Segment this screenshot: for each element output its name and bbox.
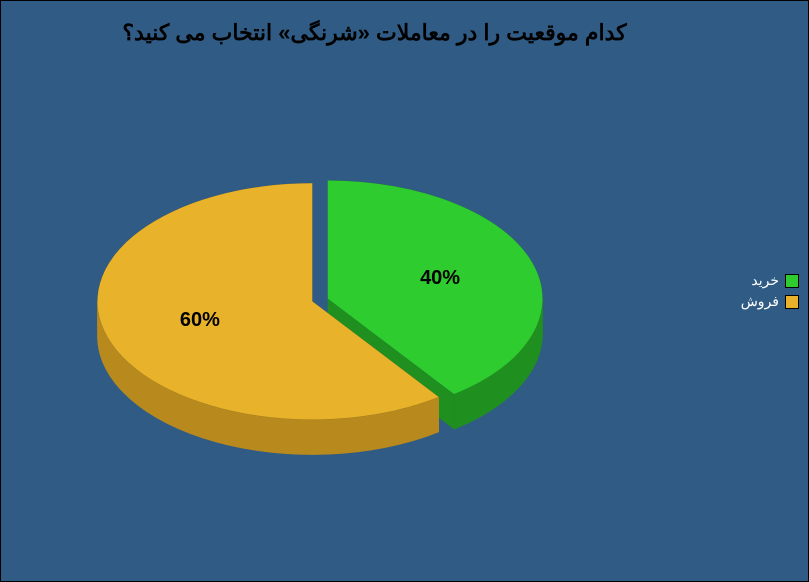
legend-item-sell: فروش [741, 293, 799, 310]
chart-title: کدام موقعیت را در معاملات «شرنگی» انتخاب… [0, 20, 749, 46]
legend-item-buy: خرید [741, 272, 799, 289]
legend-swatch-buy [785, 274, 799, 288]
slice-label-buy: 40% [420, 267, 460, 290]
legend-label-sell: فروش [741, 293, 779, 310]
legend: خرید فروش [741, 268, 799, 314]
legend-label-buy: خرید [751, 272, 779, 289]
slice-label-sell: 60% [180, 309, 220, 332]
pie-chart: 40% 60% [70, 100, 570, 530]
legend-swatch-sell [785, 295, 799, 309]
